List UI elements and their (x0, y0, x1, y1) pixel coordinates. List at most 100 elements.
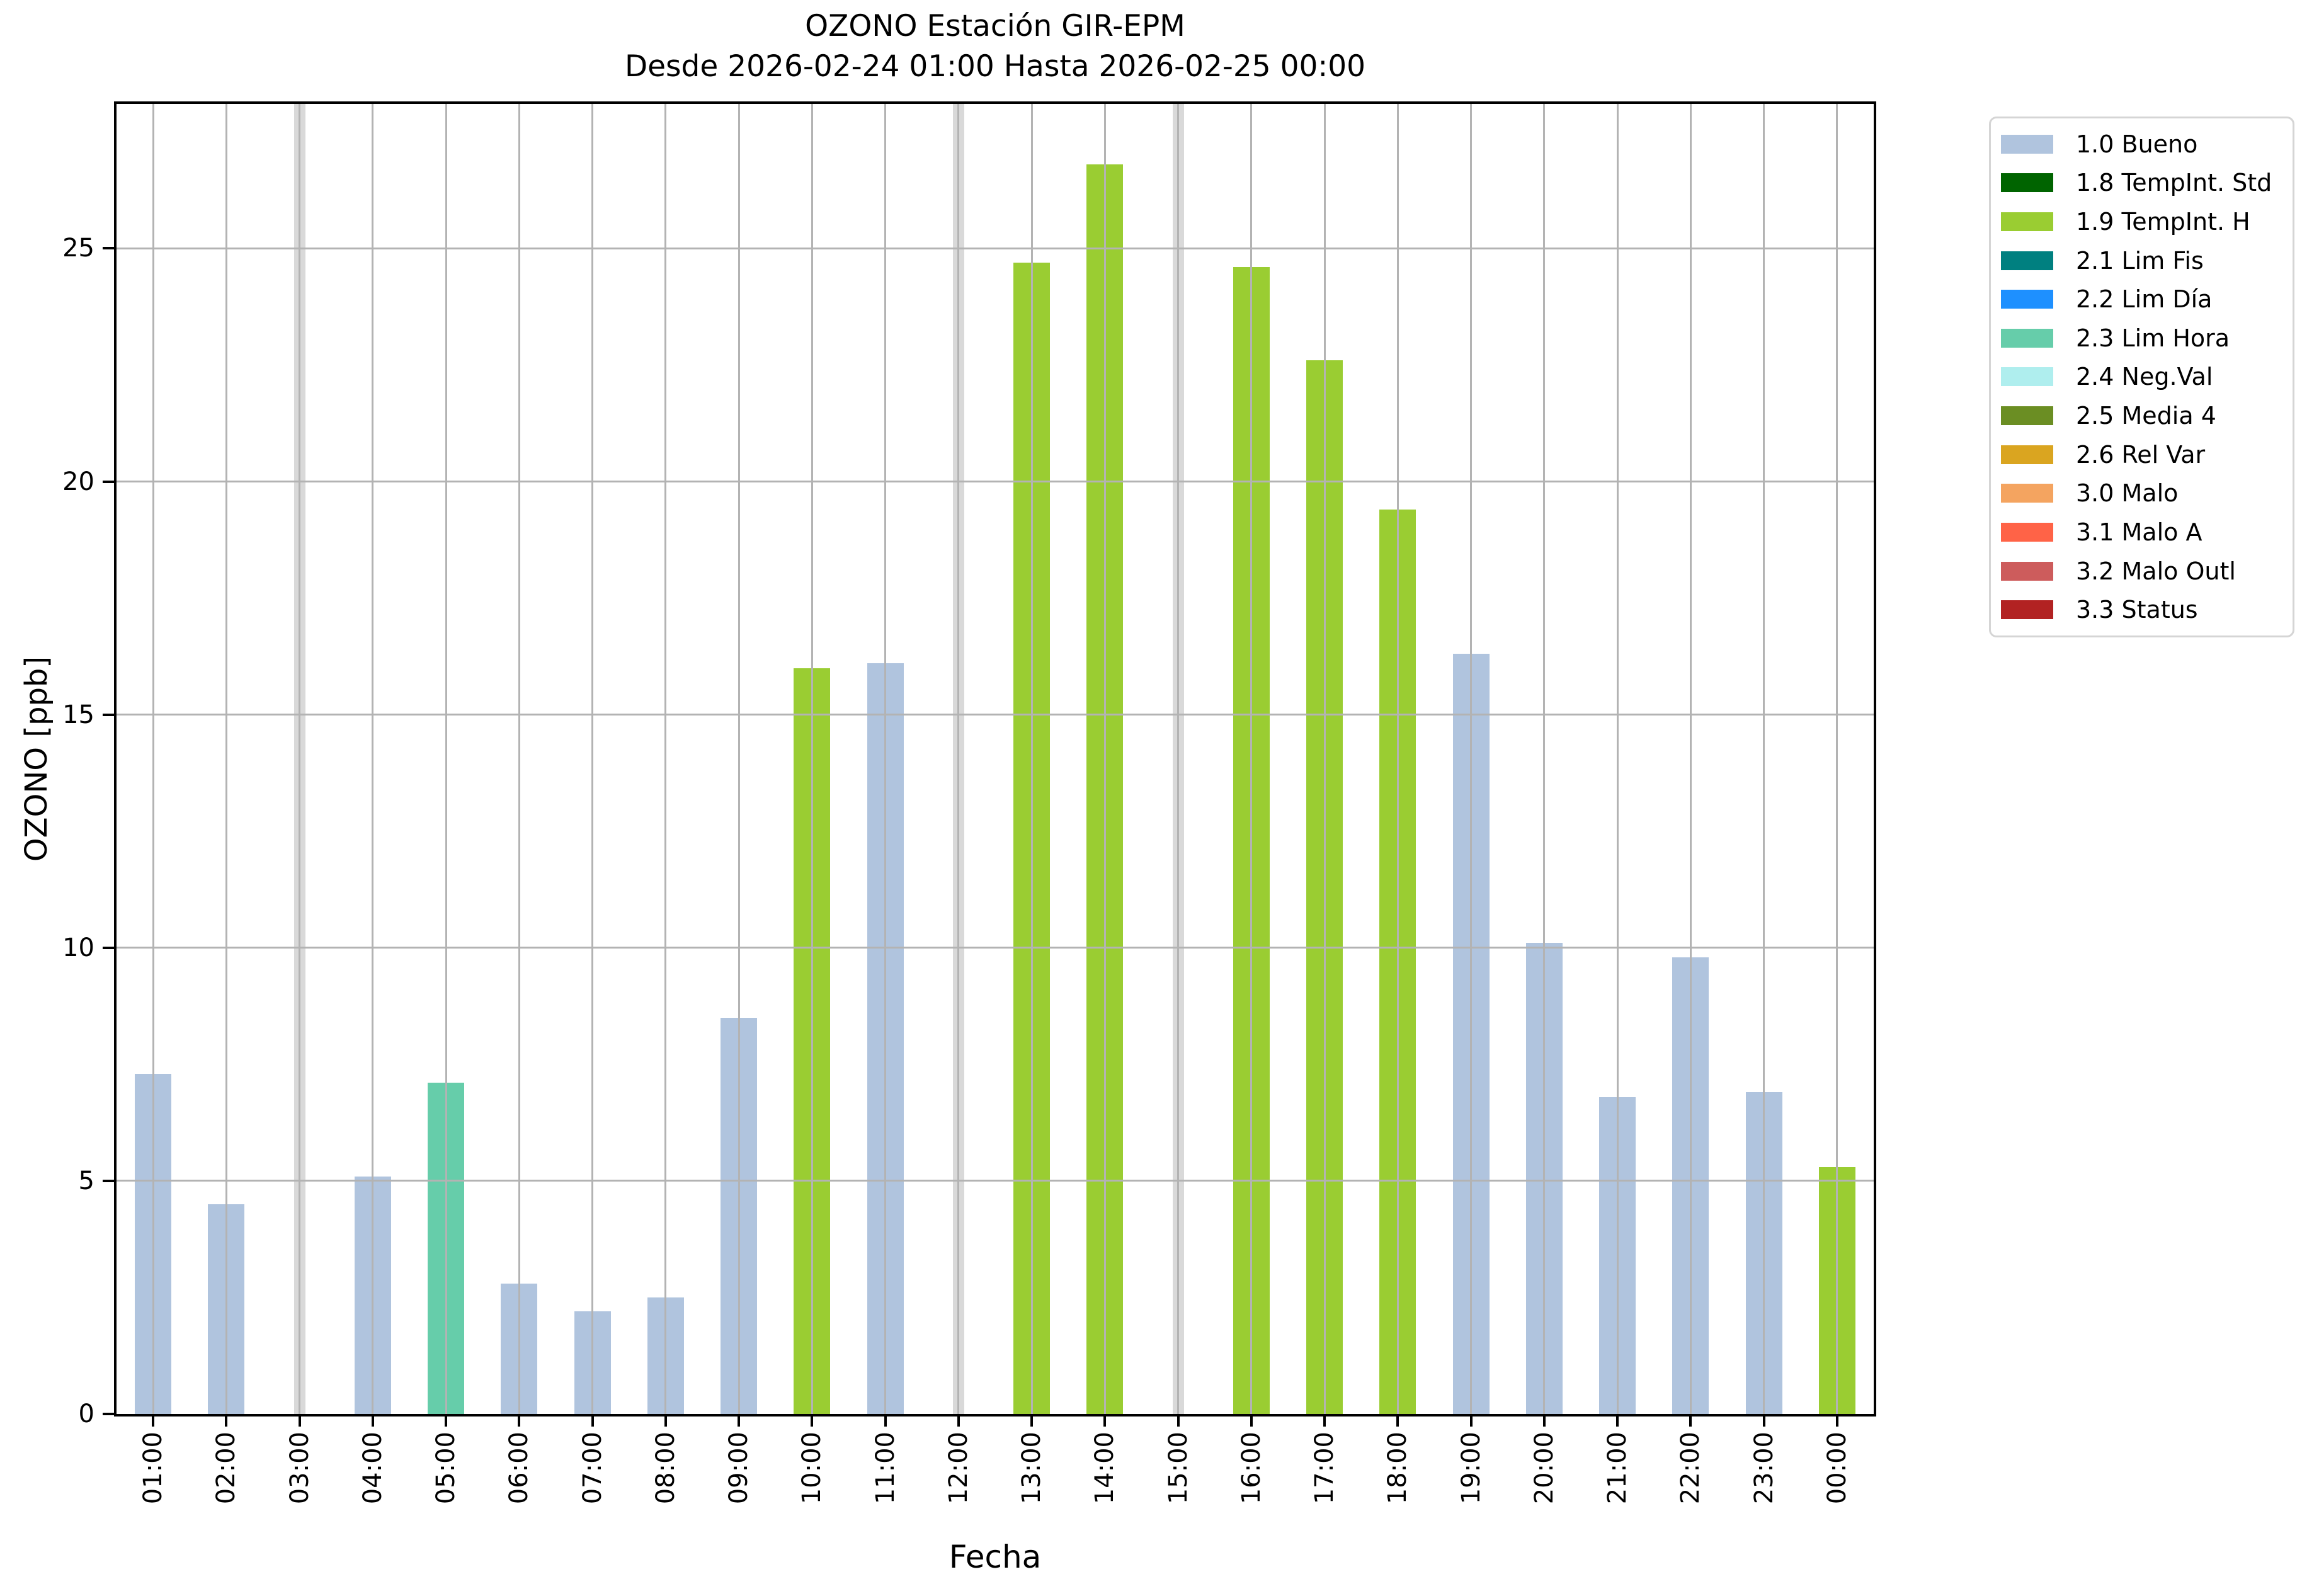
chart-title: OZONO Estación GIR-EPM Desde 2026-02-24 … (117, 6, 1874, 87)
x-tick-label-13:00: 13:00 (1017, 1432, 1047, 1505)
legend-label-2: 1.9 TempInt. H (2076, 207, 2250, 236)
x-tick-label-07:00: 07:00 (578, 1432, 607, 1505)
legend-label-8: 2.6 Rel Var (2076, 440, 2206, 469)
legend-item-10: 3.1 Malo A (1991, 514, 2293, 550)
x-tick-mark-00:00 (1835, 1416, 1838, 1427)
legend-swatch-5 (2001, 328, 2053, 348)
x-tick-label-02:00: 02:00 (212, 1432, 241, 1505)
x-gridline-16:00 (1250, 104, 1253, 1414)
legend-item-9: 3.0 Malo (1991, 475, 2293, 511)
x-gridline-07:00 (591, 104, 594, 1414)
x-tick-label-08:00: 08:00 (651, 1432, 680, 1505)
x-gridline-06:00 (518, 104, 520, 1414)
x-tick-mark-07:00 (591, 1416, 594, 1427)
legend-label-1: 1.8 TempInt. Std (2076, 169, 2272, 197)
x-tick-label-23:00: 23:00 (1749, 1432, 1779, 1505)
x-tick-mark-16:00 (1250, 1416, 1253, 1427)
x-gridline-11:00 (884, 104, 887, 1414)
x-tick-label-11:00: 11:00 (870, 1432, 900, 1505)
legend-item-2: 1.9 TempInt. H (1991, 203, 2293, 240)
legend-swatch-2 (2001, 212, 2053, 231)
x-gridline-01:00 (152, 104, 154, 1414)
legend-item-1: 1.8 TempInt. Std (1991, 164, 2293, 201)
y-gridline-15 (117, 714, 1874, 716)
x-gridline-09:00 (738, 104, 740, 1414)
x-tick-label-09:00: 09:00 (724, 1432, 754, 1505)
legend-item-3: 2.1 Lim Fis (1991, 242, 2293, 279)
x-tick-mark-05:00 (445, 1416, 448, 1427)
x-gridline-15:00 (1177, 104, 1180, 1414)
x-gridline-02:00 (225, 104, 227, 1414)
x-tick-label-22:00: 22:00 (1676, 1432, 1706, 1505)
x-tick-mark-03:00 (298, 1416, 301, 1427)
legend-swatch-0 (2001, 134, 2053, 154)
x-tick-label-03:00: 03:00 (285, 1432, 314, 1505)
legend-item-7: 2.5 Media 4 (1991, 397, 2293, 434)
x-tick-mark-21:00 (1616, 1416, 1619, 1427)
x-tick-label-19:00: 19:00 (1456, 1432, 1486, 1505)
x-gridline-20:00 (1543, 104, 1546, 1414)
x-gridline-14:00 (1103, 104, 1106, 1414)
y-gridline-10 (117, 947, 1874, 949)
x-gridline-10:00 (811, 104, 813, 1414)
legend-swatch-9 (2001, 484, 2053, 503)
y-tick-label-5: 5 (78, 1166, 94, 1195)
x-tick-label-14:00: 14:00 (1090, 1432, 1120, 1505)
x-gridline-18:00 (1396, 104, 1399, 1414)
x-tick-mark-20:00 (1542, 1416, 1546, 1427)
legend-label-4: 2.2 Lim Día (2076, 285, 2213, 314)
x-tick-label-05:00: 05:00 (431, 1432, 461, 1505)
y-tick-label-15: 15 (62, 700, 94, 729)
x-tick-mark-22:00 (1689, 1416, 1692, 1427)
y-tick-label-0: 0 (78, 1399, 94, 1428)
x-tick-mark-01:00 (152, 1416, 155, 1427)
y-tick-mark-15 (103, 713, 117, 716)
legend-swatch-7 (2001, 406, 2053, 426)
x-gridline-17:00 (1323, 104, 1326, 1414)
legend-label-7: 2.5 Media 4 (2076, 402, 2216, 430)
x-gridline-04:00 (372, 104, 374, 1414)
y-tick-mark-20 (103, 480, 117, 483)
x-tick-mark-14:00 (1103, 1416, 1107, 1427)
x-tick-mark-17:00 (1323, 1416, 1326, 1427)
x-axis-label: Fecha (949, 1539, 1042, 1575)
legend-label-0: 1.0 Bueno (2076, 130, 2198, 158)
x-gridline-03:00 (299, 104, 301, 1414)
x-gridline-08:00 (664, 104, 667, 1414)
x-tick-label-04:00: 04:00 (358, 1432, 387, 1505)
x-tick-mark-08:00 (664, 1416, 667, 1427)
x-tick-mark-12:00 (957, 1416, 960, 1427)
legend-item-0: 1.0 Bueno (1991, 126, 2293, 162)
legend-swatch-1 (2001, 173, 2053, 193)
x-tick-mark-06:00 (518, 1416, 521, 1427)
x-gridline-23:00 (1763, 104, 1765, 1414)
legend-swatch-6 (2001, 367, 2053, 387)
legend-item-11: 3.2 Malo Outl (1991, 553, 2293, 590)
legend-label-11: 3.2 Malo Outl (2076, 557, 2236, 585)
x-tick-mark-13:00 (1030, 1416, 1034, 1427)
chart-title-line2: Desde 2026-02-24 01:00 Hasta 2026-02-25 … (624, 49, 1366, 84)
y-tick-mark-5 (103, 1179, 117, 1182)
chart-title-line1: OZONO Estación GIR-EPM (805, 9, 1185, 43)
x-tick-label-00:00: 00:00 (1822, 1432, 1852, 1505)
legend-item-4: 2.2 Lim Día (1991, 281, 2293, 317)
legend-item-8: 2.6 Rel Var (1991, 436, 2293, 473)
legend-swatch-4 (2001, 290, 2053, 309)
x-gridline-21:00 (1616, 104, 1619, 1414)
legend-item-6: 2.4 Neg.Val (1991, 358, 2293, 395)
legend-label-6: 2.4 Neg.Val (2076, 363, 2213, 391)
y-tick-label-20: 20 (62, 467, 94, 496)
legend-label-9: 3.0 Malo (2076, 479, 2179, 508)
y-tick-mark-25 (103, 247, 117, 250)
x-tick-label-21:00: 21:00 (1603, 1432, 1632, 1505)
x-tick-mark-18:00 (1396, 1416, 1399, 1427)
legend-swatch-8 (2001, 445, 2053, 464)
x-tick-mark-23:00 (1762, 1416, 1765, 1427)
x-gridline-00:00 (1836, 104, 1838, 1414)
x-tick-mark-09:00 (738, 1416, 741, 1427)
legend-label-12: 3.3 Status (2076, 596, 2198, 624)
legend-swatch-12 (2001, 600, 2053, 620)
x-gridline-22:00 (1689, 104, 1692, 1414)
x-tick-mark-19:00 (1469, 1416, 1473, 1427)
legend-swatch-11 (2001, 561, 2053, 581)
